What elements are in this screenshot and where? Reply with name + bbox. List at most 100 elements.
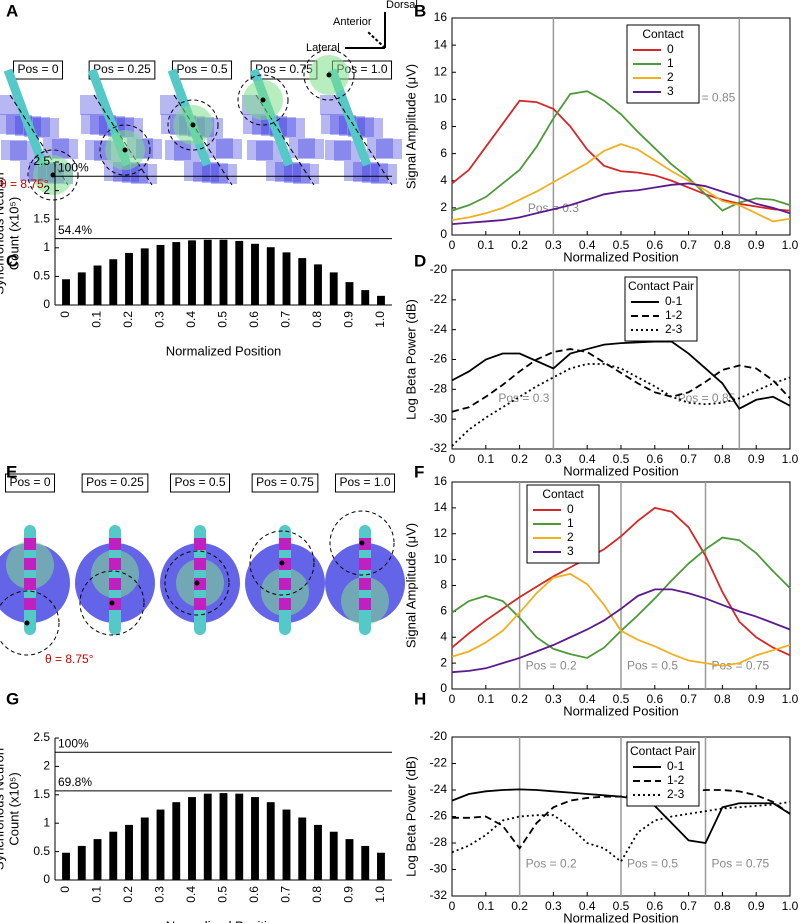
bar (188, 797, 196, 880)
series-line (451, 572, 791, 667)
neuron-cluster (174, 141, 200, 161)
contact (109, 538, 121, 550)
neuron-cluster (131, 164, 157, 184)
contact-point (194, 580, 200, 586)
series-line (451, 363, 791, 447)
contact (359, 578, 371, 590)
recording-sphere (249, 530, 315, 596)
x-tick-label: 0.9 (748, 238, 765, 252)
x-tick-label: 1.0 (782, 452, 799, 466)
position-label: Pos = 0.5 (176, 62, 227, 76)
y-tick-label: 0 (440, 681, 447, 695)
contact-point (190, 122, 196, 128)
x-tick-label: 0.8 (714, 238, 731, 252)
contact-point (50, 172, 56, 178)
legend-label: 1-2 (665, 308, 683, 322)
bar (361, 845, 370, 880)
x-tick-label: 0.1 (90, 311, 104, 328)
x-tick-label: 0 (58, 886, 72, 893)
position-label: Pos = 0.5 (627, 856, 678, 870)
x-tick-label: 0.7 (680, 452, 697, 466)
x-tick-label: 0.9 (748, 692, 765, 706)
y-tick-label: -30 (430, 862, 448, 876)
y-tick-label: 12 (434, 526, 448, 540)
bar (140, 248, 149, 305)
legend-label: 0 (567, 502, 574, 516)
x-tick-label: 0.6 (646, 692, 663, 706)
neuron-cluster (371, 164, 397, 184)
x-tick-label: 0 (449, 452, 456, 466)
contact (359, 558, 371, 570)
recording-sphere (329, 510, 395, 576)
y-tick-label: 8 (440, 119, 447, 133)
y-tick-label: 10 (434, 92, 448, 106)
y-tick-label: 4 (440, 629, 447, 643)
bar (156, 244, 165, 305)
y-tick-label: -24 (430, 782, 448, 796)
bar (314, 824, 322, 880)
x-tick-label: 0.6 (646, 452, 663, 466)
neuron-cluster (33, 118, 59, 138)
x-tick-label: 0.2 (511, 692, 528, 706)
x-axis-label: Normalized Position (563, 910, 679, 923)
neuron-cluster (202, 163, 228, 183)
bar (266, 802, 275, 880)
neuron-cluster (293, 164, 319, 184)
legend-label: 2 (567, 530, 574, 544)
y-tick-label: 10 (434, 552, 448, 566)
x-tick-label: 0.5 (613, 238, 630, 252)
x-tick-label: 0.2 (511, 238, 528, 252)
bar (345, 282, 354, 305)
y-tick-label: 14 (434, 500, 448, 514)
x-tick-label: 0.3 (545, 452, 562, 466)
x-axis-label: Normalized Position (563, 463, 679, 478)
y-axis-label: Log Beta Power (dB) (403, 756, 418, 877)
neuron-cluster (207, 138, 233, 158)
bar (172, 802, 181, 880)
contact (24, 598, 36, 610)
legend-title: Contact Pair (628, 279, 694, 293)
bar (77, 272, 86, 305)
bar (282, 252, 291, 305)
bar (77, 845, 86, 880)
bar (298, 817, 307, 880)
x-tick-label: 0 (58, 311, 72, 318)
x-tick-label: 0.3 (545, 692, 562, 706)
legend-label: 3 (567, 544, 574, 558)
y-tick-label: -22 (430, 756, 448, 770)
x-tick-label: 1.0 (782, 238, 799, 252)
axis-name: Anterior (333, 16, 372, 28)
x-tick-label: 0.9 (342, 886, 356, 903)
position-label: Pos = 0.75 (712, 658, 770, 672)
bar (329, 272, 338, 305)
contact (194, 598, 206, 610)
series-line (451, 99, 791, 212)
recording-sphere (164, 550, 230, 616)
y-tick-label: -32 (430, 888, 448, 902)
series-line (451, 348, 791, 413)
y-tick-label: 2.5 (33, 154, 50, 168)
angle-label: θ = 8.75° (0, 177, 49, 191)
contact-point (359, 540, 365, 546)
bar (140, 817, 149, 880)
series-line (451, 143, 791, 223)
y-tick-label: 16 (434, 474, 448, 488)
axis-arrow (367, 31, 386, 49)
bar (219, 239, 228, 305)
axis-name: Lateral (306, 42, 340, 54)
y-tick-label: 0 (440, 227, 447, 241)
x-tick-label: 0.5 (613, 692, 630, 706)
y-tick-label: 6 (440, 146, 447, 160)
y-tick-label: 14 (434, 37, 448, 51)
x-tick-label: 0 (449, 238, 456, 252)
position-box (4, 473, 56, 493)
angle-label: θ = 8.75° (45, 652, 94, 666)
neuron-cluster (216, 139, 242, 159)
neuron-cluster (334, 141, 360, 161)
y-tick-label: 0 (43, 297, 50, 311)
x-tick-label: 0.8 (310, 886, 324, 903)
bar (251, 797, 259, 880)
recording-sphere (237, 74, 289, 126)
position-box (12, 60, 64, 80)
y-axis-label: Synchronous Neuron (0, 172, 6, 294)
